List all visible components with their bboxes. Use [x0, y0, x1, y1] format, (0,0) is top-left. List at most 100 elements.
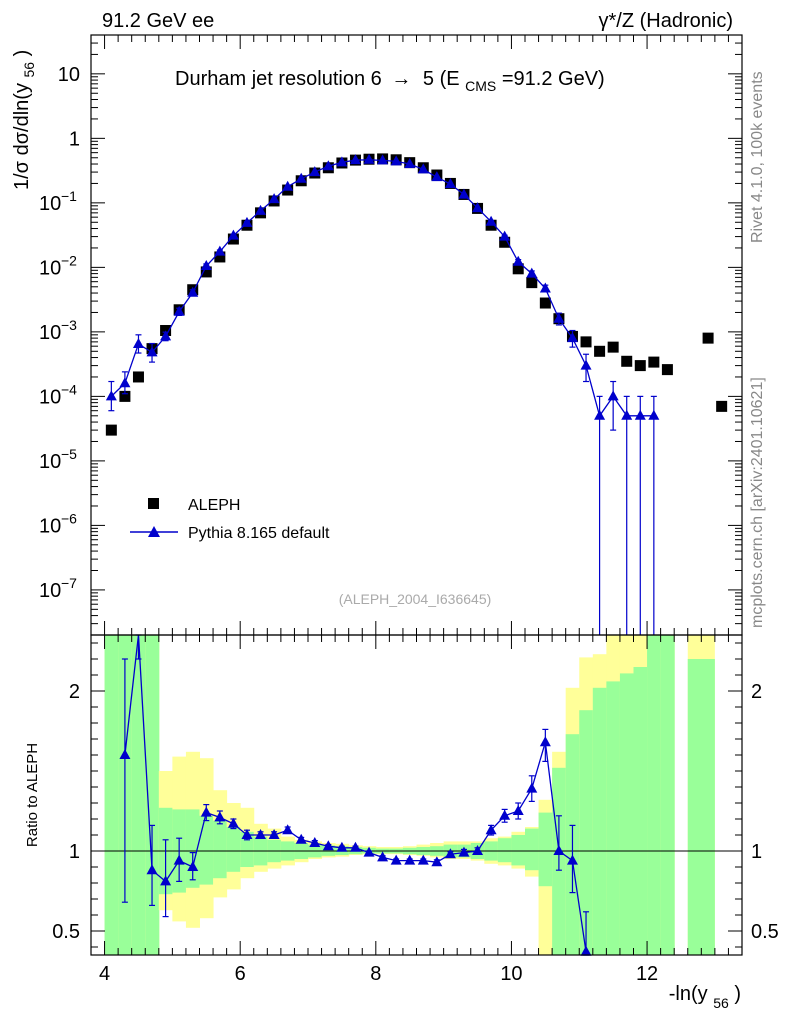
pythia-data-point — [499, 230, 511, 241]
ratio-band-inner — [579, 710, 594, 955]
ratio-band-inner — [619, 673, 634, 955]
main-y-tick-exponent: −6 — [61, 510, 77, 526]
ratio-band-inner — [633, 667, 648, 955]
ratio-data-point — [404, 854, 416, 865]
ratio-data-point — [580, 945, 592, 956]
aleph-data-point — [499, 236, 511, 248]
ylabel-sub: 56 — [21, 62, 37, 78]
ylabel-post: ) — [11, 50, 33, 57]
aleph-data-point — [200, 266, 212, 278]
pythia-data-point — [621, 409, 633, 420]
aleph-data-point — [648, 356, 660, 368]
ratio-data-point — [268, 829, 280, 839]
mcplots-label: mcplots.cern.ch [arXiv:2401.10621] — [749, 377, 766, 628]
ratio-band-inner — [104, 635, 119, 955]
title-main: Durham jet resolution 6 — [175, 68, 382, 90]
x-tick-label: 8 — [370, 963, 381, 985]
aleph-data-point — [119, 390, 131, 402]
x-tick-label: 10 — [500, 963, 522, 985]
pythia-data-point — [417, 163, 429, 174]
main-y-tick-label: 10 — [58, 64, 80, 86]
main-plot-title: Durham jet resolution 6 → 5 (E CMS =91.2… — [175, 68, 605, 96]
legend-aleph-marker — [148, 498, 159, 509]
ratio-data-point — [255, 829, 267, 839]
ratio-data-point — [431, 856, 443, 867]
ratio-band-inner — [213, 820, 228, 879]
xlabel-sub: 56 — [713, 995, 729, 1011]
pythia-data-point — [227, 229, 239, 240]
ratio-data-point — [349, 841, 361, 852]
ratio-band-inner — [687, 659, 715, 955]
ratio-data-point — [200, 806, 212, 817]
ratio-data-point — [553, 845, 565, 855]
main-y-axis-label: 1/σ dσ/dln(y 56 ) — [11, 50, 39, 190]
ratio-data-point — [322, 840, 334, 851]
pythia-data-point — [431, 171, 443, 182]
aleph-data-point — [621, 355, 633, 367]
ratio-band-inner — [240, 831, 255, 867]
pythia-data-point — [363, 153, 375, 164]
ratio-data-point — [566, 854, 578, 865]
aleph-data-point — [716, 400, 728, 412]
ratio-band-inner — [199, 815, 214, 885]
pythia-data-point — [390, 155, 402, 166]
ratio-data-point — [309, 837, 321, 847]
ratio-data-point — [390, 854, 402, 865]
pythia-data-point — [105, 390, 117, 401]
pythia-data-point — [566, 332, 578, 343]
ratio-y-axis-label: Ratio to ALEPH — [24, 743, 41, 847]
ratio-data-point — [417, 854, 429, 865]
pythia-data-point — [594, 409, 606, 420]
main-y-tick-label: 10 — [39, 580, 61, 602]
pythia-data-point — [607, 390, 619, 401]
legend-aleph-label: ALEPH — [188, 497, 240, 514]
title-subscript: CMS — [465, 78, 496, 94]
ratio-band-inner — [131, 635, 146, 955]
pythia-data-point — [214, 245, 226, 256]
main-y-tick-label: 10 — [39, 322, 61, 344]
x-tick-label: 6 — [235, 963, 246, 985]
ratio-data-point — [282, 824, 294, 835]
pythia-data-point — [200, 259, 212, 270]
main-y-tick-exponent: −1 — [61, 188, 77, 204]
x-tick-label: 12 — [636, 963, 658, 985]
rivet-version-label: Rivet 4.1.0, 100k events — [749, 71, 766, 243]
process-type-label: γ*/Z (Hadronic) — [599, 10, 733, 32]
pythia-data-point — [444, 178, 456, 189]
pythia-data-point — [648, 409, 660, 420]
title-rest: =91.2 GeV) — [502, 68, 605, 90]
ratio-data-point — [526, 782, 538, 793]
ratio-data-point — [187, 861, 199, 871]
ratio-band-inner — [145, 635, 160, 955]
pythia-data-point — [634, 409, 646, 420]
legend-pythia-marker — [148, 526, 160, 537]
ratio-data-point — [363, 846, 375, 857]
ratio-plot-layer — [119, 634, 592, 956]
pythia-data-point — [119, 377, 131, 388]
main-y-tick-exponent: −5 — [61, 446, 77, 462]
pythia-data-point — [309, 166, 321, 177]
ratio-band-inner — [647, 635, 662, 955]
pythia-data-point — [160, 330, 172, 341]
ratio-band-inner — [226, 827, 241, 872]
ratio-data-point — [241, 829, 253, 839]
pythia-data-point — [173, 305, 185, 316]
ratio-band-inner — [525, 828, 540, 871]
aleph-data-point — [132, 371, 144, 383]
pythia-data-point — [322, 160, 334, 171]
main-y-tick-label: 10 — [39, 257, 61, 279]
aleph-data-point — [105, 424, 117, 436]
aleph-data-point — [512, 263, 524, 275]
ratio-data-point — [146, 864, 158, 875]
ratio-data-point — [485, 824, 497, 835]
aleph-data-point — [214, 251, 226, 263]
ratio-band-inner — [606, 681, 621, 955]
pythia-data-point — [512, 255, 524, 266]
ratio-band-inner — [660, 635, 675, 955]
aleph-data-point — [594, 345, 606, 357]
pythia-data-point — [241, 216, 253, 227]
ratio-y-tick-label-right: 1 — [751, 841, 762, 863]
aleph-data-point — [702, 332, 714, 344]
ratio-data-point — [458, 846, 470, 857]
